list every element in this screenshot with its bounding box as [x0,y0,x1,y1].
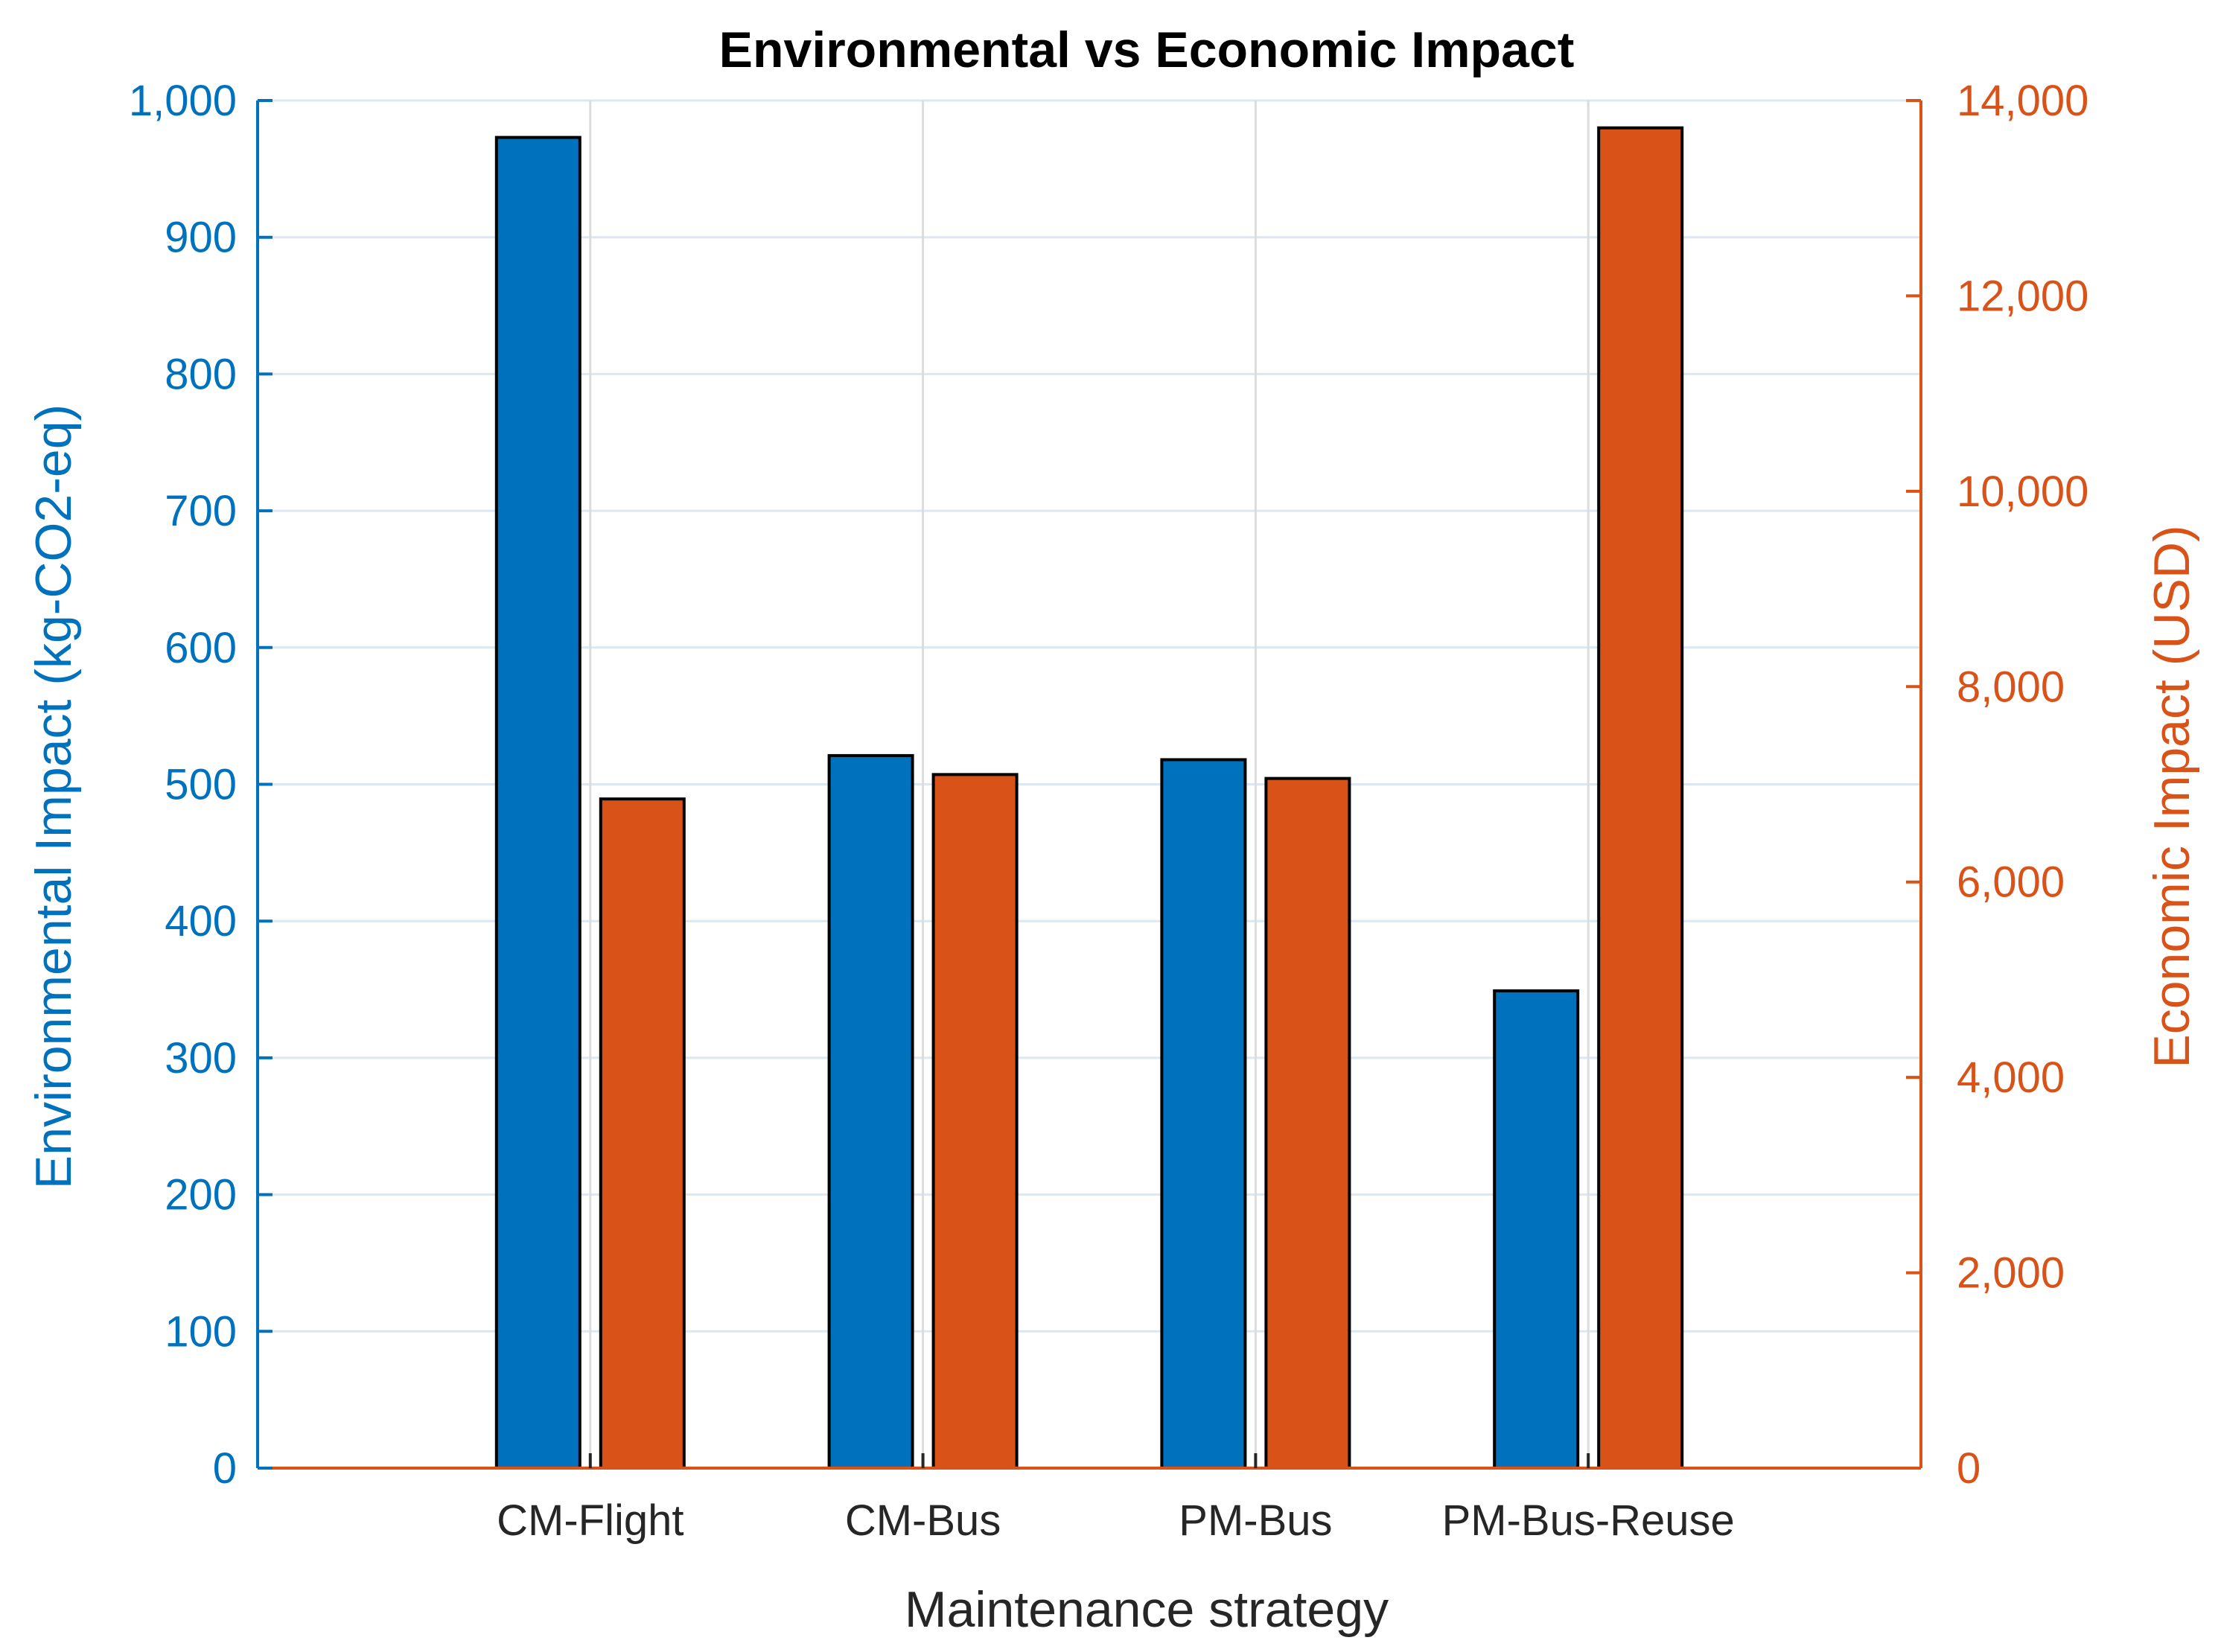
left-tick-label: 200 [165,1171,237,1219]
axes [256,99,1922,1470]
bar-economic [931,773,1019,1470]
right-y-axis-label: Economic Impact (USD) [2144,525,2200,1068]
tick-labels: 0 100 200 300 400 500 600 700 800 900 1,000 0 2,000 4… [129,77,2089,1545]
bar-environmental [827,753,914,1470]
bars [494,126,1684,1470]
right-tick-label: 8,000 [1957,663,2065,711]
chart-title: Environmental vs Economic Impact [719,22,1575,78]
right-tick-label: 2,000 [1957,1249,2065,1298]
bar-economic [599,797,686,1470]
left-tick-label: 500 [165,761,237,809]
x-tick-label: CM-Flight [497,1496,683,1545]
left-tick-label: 800 [165,350,237,398]
x-tick-label: PM-Bus [1179,1496,1332,1545]
left-y-axis-label: Environmental Impact (kg-CO2-eq) [25,404,82,1189]
x-axis-label: Maintenance strategy [905,1581,1389,1638]
x-tick-label: CM-Bus [845,1496,1001,1545]
left-tick-label: 0 [213,1444,237,1493]
bar-environmental [1160,758,1247,1470]
right-tick-label: 0 [1957,1444,1980,1493]
bar-environmental [494,135,581,1470]
bar-economic [1264,776,1351,1470]
left-tick-label: 700 [165,487,237,535]
right-tick-label: 14,000 [1957,77,2088,125]
bar-environmental [1493,989,1580,1470]
right-tick-label: 10,000 [1957,468,2088,516]
left-tick-label: 300 [165,1034,237,1082]
left-tick-label: 400 [165,897,237,945]
bar-economic [1597,126,1684,1470]
left-tick-label: 100 [165,1307,237,1356]
right-tick-label: 4,000 [1957,1053,2065,1102]
left-tick-label: 600 [165,624,237,672]
right-tick-label: 12,000 [1957,272,2088,320]
right-tick-label: 6,000 [1957,858,2065,907]
x-tick-label: PM-Bus-Reuse [1442,1496,1735,1545]
left-tick-label: 900 [165,214,237,262]
left-tick-label: 1,000 [129,77,237,125]
